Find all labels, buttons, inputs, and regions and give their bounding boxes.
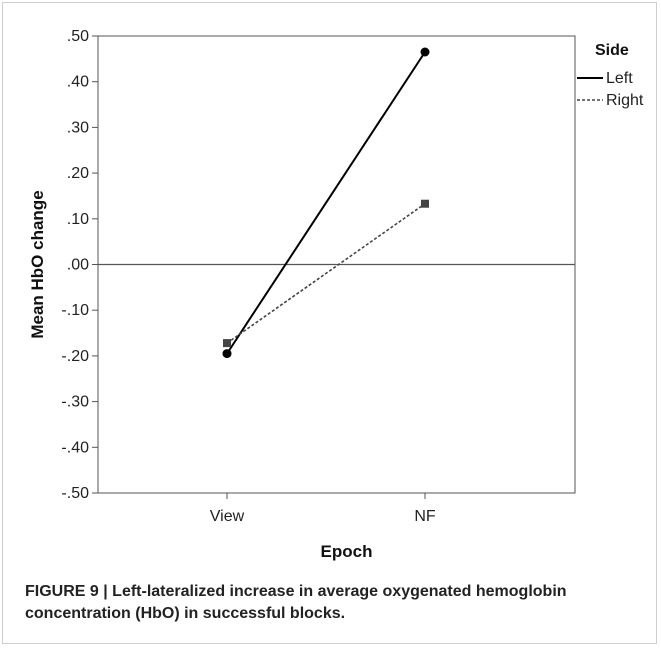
x-tick-label: View: [210, 508, 245, 525]
legend-title: Side: [595, 42, 629, 59]
series-line-left: [226, 51, 426, 355]
figure-caption: FIGURE 9 | Left-lateralized increase in …: [25, 581, 635, 625]
data-point-right: [421, 199, 429, 208]
y-tick-label: .20: [67, 165, 89, 182]
y-tick-label: -.30: [61, 394, 89, 411]
data-point-right: [223, 339, 231, 348]
y-tick-label: .30: [67, 119, 89, 136]
legend: Left Right: [577, 70, 644, 109]
caption-label: FIGURE 9 |: [25, 583, 108, 600]
caption-text: Left-lateralized increase in average oxy…: [25, 583, 567, 622]
series-line-right: [226, 203, 426, 344]
y-tick-label: -.40: [61, 439, 89, 456]
y-tick-label: .00: [67, 257, 89, 274]
y-tick-label: .10: [67, 211, 89, 228]
legend-label-left: Left: [606, 70, 633, 87]
line-chart: .50 .40 .30 .20 .10 .00 -.10 -.20 -.30 -.40 -.50 Vi…: [28, 28, 644, 561]
y-axis-title: Mean HbO change: [28, 190, 47, 338]
y-tick-label: .40: [67, 74, 89, 91]
y-tick-label: -.20: [61, 348, 89, 365]
legend-label-right: Right: [606, 92, 644, 109]
data-point-left: [222, 349, 232, 359]
y-tick-label: .50: [67, 28, 89, 45]
x-axis-title: Epoch: [321, 542, 373, 561]
data-point-left: [420, 47, 430, 57]
y-tick-label: -.10: [61, 302, 89, 319]
plot-area: [97, 35, 576, 494]
x-tick-label: NF: [414, 508, 436, 525]
y-tick-label: -.50: [61, 485, 89, 502]
